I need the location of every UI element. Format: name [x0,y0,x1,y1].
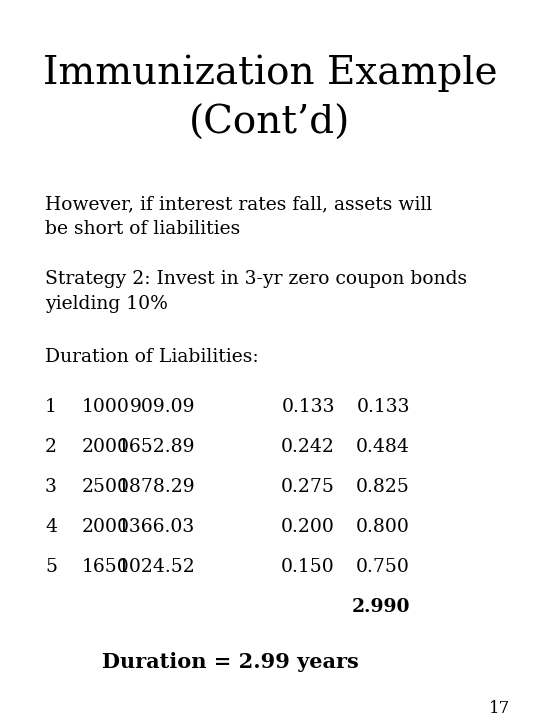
Text: Immunization Example: Immunization Example [43,55,497,92]
Text: Duration of Liabilities:: Duration of Liabilities: [45,348,259,366]
Text: 0.133: 0.133 [281,398,335,416]
Text: 4: 4 [45,518,57,536]
Text: 1650: 1650 [82,558,130,576]
Text: 0.242: 0.242 [281,438,335,456]
Text: 5: 5 [45,558,57,576]
Text: 0.200: 0.200 [281,518,335,536]
Text: 2000: 2000 [82,518,130,536]
Text: 1024.52: 1024.52 [117,558,195,576]
Text: 3: 3 [45,478,57,496]
Text: 1000: 1000 [82,398,130,416]
Text: 1878.29: 1878.29 [117,478,195,496]
Text: However, if interest rates fall, assets will: However, if interest rates fall, assets … [45,195,432,213]
Text: Duration = 2.99 years: Duration = 2.99 years [102,652,359,672]
Text: 17: 17 [489,700,510,717]
Text: (Cont’d): (Cont’d) [190,105,350,142]
Text: 1652.89: 1652.89 [118,438,195,456]
Text: 1: 1 [45,398,57,416]
Text: 2: 2 [45,438,57,456]
Text: be short of liabilities: be short of liabilities [45,220,240,238]
Text: 2500: 2500 [82,478,130,496]
Text: 0.133: 0.133 [356,398,410,416]
Text: 2.990: 2.990 [352,598,410,616]
Text: yielding 10%: yielding 10% [45,295,168,313]
Text: 0.484: 0.484 [356,438,410,456]
Text: 0.825: 0.825 [356,478,410,496]
Text: 1366.03: 1366.03 [118,518,195,536]
Text: 0.800: 0.800 [356,518,410,536]
Text: 0.150: 0.150 [281,558,335,576]
Text: Strategy 2: Invest in 3-yr zero coupon bonds: Strategy 2: Invest in 3-yr zero coupon b… [45,270,467,288]
Text: 0.750: 0.750 [356,558,410,576]
Text: 0.275: 0.275 [281,478,335,496]
Text: 909.09: 909.09 [130,398,195,416]
Text: 2000: 2000 [82,438,130,456]
